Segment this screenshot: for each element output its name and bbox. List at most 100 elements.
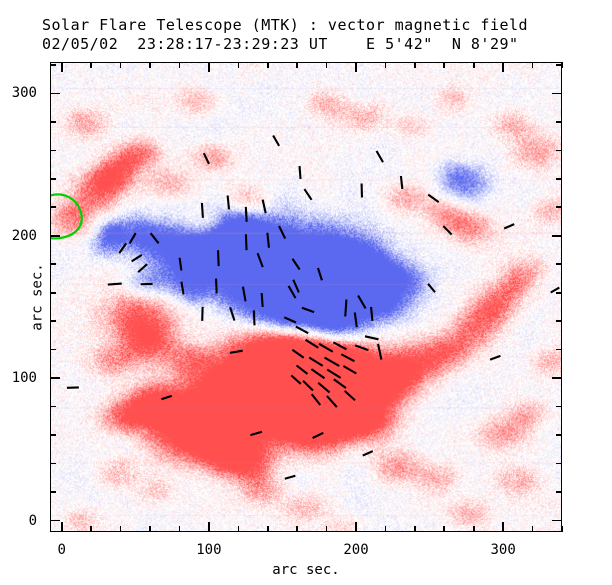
y-tick-right	[556, 64, 562, 66]
field-vector	[278, 225, 287, 240]
field-vector	[302, 379, 314, 392]
field-vector	[266, 232, 270, 248]
y-tick-left	[50, 320, 56, 322]
x-tick-top	[296, 62, 298, 68]
x-tick-label: 0	[57, 542, 66, 558]
field-vector	[332, 341, 347, 351]
y-tick-left	[50, 434, 56, 436]
x-tick-top	[355, 62, 357, 72]
field-vector	[375, 150, 384, 163]
field-vector	[284, 474, 296, 480]
field-vector	[303, 188, 313, 201]
field-vector	[324, 356, 340, 367]
field-vector	[295, 325, 309, 335]
field-vector	[272, 134, 281, 147]
y-tick-left	[50, 206, 56, 209]
field-vector	[316, 267, 323, 281]
field-vector	[354, 344, 369, 352]
field-vector	[149, 232, 160, 244]
x-tick-top	[237, 62, 240, 68]
field-vector	[353, 312, 358, 328]
green-contour-overlay	[51, 193, 83, 240]
x-tick-bottom	[178, 526, 181, 532]
field-vector	[317, 382, 331, 394]
field-vector	[292, 279, 300, 293]
y-tick-label: 300	[11, 85, 37, 102]
x-tick-bottom	[237, 526, 240, 532]
field-vector	[287, 285, 297, 299]
x-tick-bottom	[90, 526, 92, 532]
field-vector	[180, 281, 185, 295]
x-tick-top	[90, 62, 92, 68]
field-vector	[118, 242, 128, 254]
field-vector	[107, 282, 122, 286]
y-tick-left	[50, 149, 56, 152]
x-tick-bottom	[208, 522, 210, 532]
x-tick-bottom	[384, 526, 387, 532]
field-vector	[326, 395, 338, 408]
field-vector	[137, 263, 148, 273]
x-tick-bottom	[443, 526, 446, 532]
x-tick-bottom	[325, 526, 328, 532]
field-vector	[260, 292, 264, 308]
field-vector	[370, 306, 374, 322]
field-vector	[229, 349, 243, 354]
figure-title: Solar Flare Telescope (MTK) : vector mag…	[42, 16, 529, 34]
field-vector	[202, 152, 210, 165]
field-vector	[131, 254, 143, 263]
x-tick-top	[414, 62, 416, 68]
field-vector	[376, 343, 383, 360]
field-vector	[550, 286, 560, 294]
field-vector	[291, 348, 305, 359]
field-vector	[489, 354, 501, 361]
x-tick-bottom	[119, 526, 122, 532]
magnetogram-image	[51, 63, 561, 531]
x-tick-top	[384, 62, 387, 68]
x-tick-bottom	[502, 522, 504, 532]
plot-area	[50, 62, 562, 532]
field-vector	[301, 306, 315, 314]
x-tick-bottom	[472, 526, 475, 532]
y-tick-left	[50, 348, 56, 351]
field-vector	[161, 394, 173, 401]
y-tick-right	[556, 434, 562, 436]
y-tick-right	[552, 92, 562, 95]
x-tick-top	[208, 62, 210, 72]
figure-subtitle: 02/05/02 23:28:17-23:29:23 UT E 5'42" N …	[42, 35, 519, 53]
x-tick-bottom	[266, 526, 269, 532]
x-tick-top	[443, 62, 446, 68]
field-vector	[364, 335, 379, 341]
y-tick-right	[552, 519, 562, 522]
x-tick-top	[472, 62, 475, 68]
field-vector	[442, 225, 453, 236]
field-vector	[344, 299, 348, 317]
y-tick-left	[50, 64, 56, 66]
field-vector	[427, 283, 436, 293]
x-tick-label: 200	[343, 542, 369, 558]
field-vector	[340, 353, 355, 363]
y-tick-left	[50, 177, 56, 180]
x-tick-bottom	[296, 526, 298, 532]
field-vector	[326, 368, 342, 379]
y-tick-left	[50, 491, 56, 493]
field-vector	[427, 193, 440, 204]
field-vector	[178, 257, 183, 271]
field-vector	[215, 278, 218, 294]
field-vector	[252, 310, 256, 326]
y-tick-left	[50, 519, 60, 522]
x-tick-top	[502, 62, 504, 72]
field-vector	[216, 250, 220, 267]
y-tick-right	[556, 177, 562, 180]
y-tick-left	[50, 234, 60, 237]
y-tick-left	[50, 121, 56, 123]
y-tick-label: 200	[11, 227, 37, 244]
x-tick-label: 300	[490, 542, 516, 558]
y-tick-right	[556, 320, 562, 322]
y-tick-right	[556, 405, 562, 408]
field-vector	[244, 206, 248, 222]
x-tick-top	[531, 62, 534, 68]
y-tick-label: 0	[28, 512, 37, 529]
y-tick-right	[552, 377, 562, 379]
y-tick-left	[50, 92, 60, 95]
